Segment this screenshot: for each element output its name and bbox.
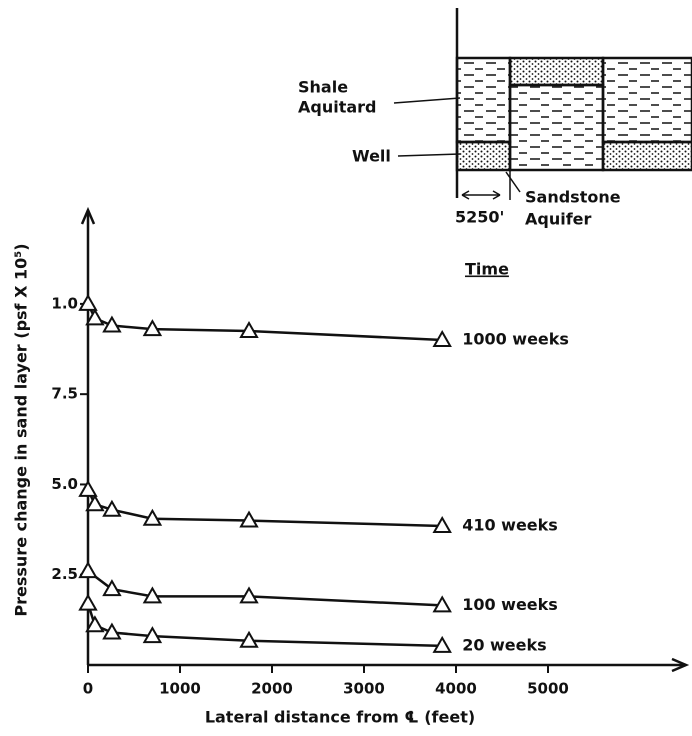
data-point <box>239 510 259 528</box>
series-line <box>86 603 443 648</box>
well-label: Well <box>352 147 391 166</box>
y-tick-label: 7.5 <box>51 385 78 403</box>
data-point <box>102 499 122 517</box>
data-point <box>78 561 98 579</box>
width-label: 5250' <box>455 208 504 227</box>
data-point <box>78 593 98 611</box>
x-axis-arrow <box>671 657 690 673</box>
series-label: 410 weeks <box>462 515 558 534</box>
aquifer-label: Sandstone <box>525 188 621 207</box>
data-point <box>432 329 452 347</box>
x-tick-label: 4000 <box>435 680 477 698</box>
x-tick-label: 5000 <box>527 680 569 698</box>
series-label: 100 weeks <box>462 595 558 614</box>
x-tick-label: 1000 <box>159 680 201 698</box>
series-label: 20 weeks <box>462 635 546 654</box>
series-label: 1000 weeks <box>462 330 569 349</box>
data-point <box>239 630 259 648</box>
y-tick-label: 2.5 <box>51 565 78 583</box>
inset-diagram <box>393 8 692 200</box>
y-axis-arrow <box>80 206 96 225</box>
data-point <box>432 635 452 653</box>
data-point <box>78 293 98 311</box>
x-tick-label: 0 <box>83 680 93 698</box>
data-point <box>142 508 163 526</box>
data-point <box>142 319 163 337</box>
data-point <box>142 586 163 604</box>
data-point <box>432 515 452 533</box>
aquifer-label: Aquifer <box>525 210 592 229</box>
y-tick-label: 5.0 <box>51 475 78 493</box>
series-line <box>87 570 443 607</box>
data-point <box>85 308 105 326</box>
data-point <box>85 494 105 512</box>
data-point <box>102 622 122 640</box>
data-point <box>239 586 259 604</box>
series-line <box>86 303 443 342</box>
data-point <box>239 320 259 338</box>
data-point <box>432 595 452 613</box>
data-point <box>85 615 105 633</box>
x-axis-label: Lateral distance from ℄ (feet) <box>205 708 475 727</box>
data-point <box>142 626 163 644</box>
y-axis-label: Pressure change in sand layer (psf X 10⁵… <box>12 243 31 616</box>
data-point <box>78 479 98 497</box>
data-point <box>102 315 122 333</box>
legend-title: Time <box>465 260 509 279</box>
series-line <box>86 489 443 528</box>
y-tick-label: 1.0 <box>51 294 78 312</box>
shale-label: Aquitard <box>298 98 377 117</box>
x-tick-label: 2000 <box>251 680 293 698</box>
x-tick-label: 3000 <box>343 680 385 698</box>
shale-label: Shale <box>298 78 348 97</box>
data-point <box>102 579 122 597</box>
